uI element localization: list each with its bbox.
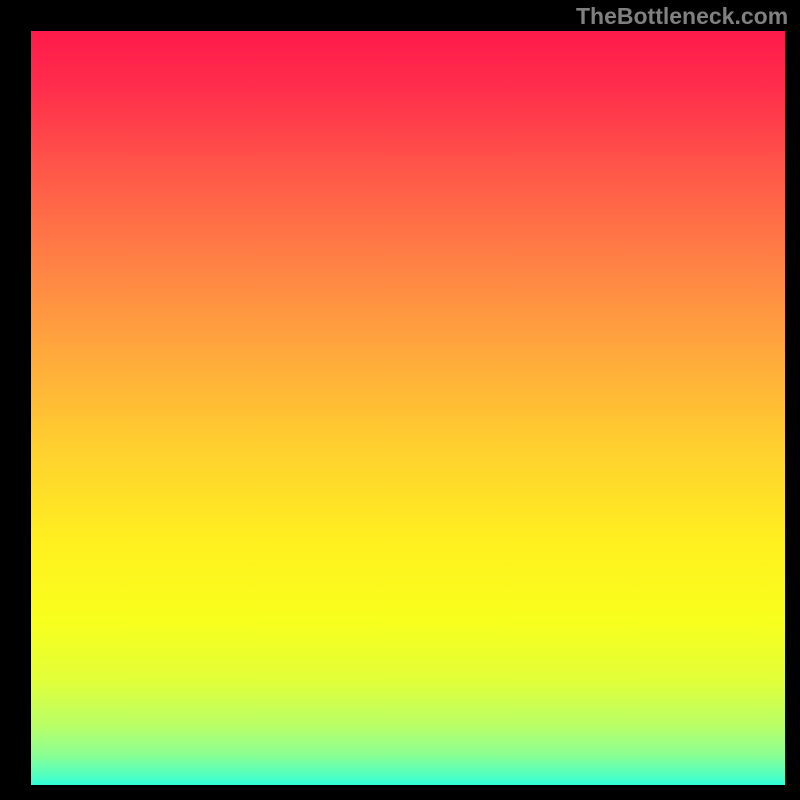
heat-gradient-background [31,31,785,785]
watermark-text: TheBottleneck.com [576,3,788,30]
plot-area [31,31,785,785]
chart-outer: TheBottleneck.com [0,0,800,800]
